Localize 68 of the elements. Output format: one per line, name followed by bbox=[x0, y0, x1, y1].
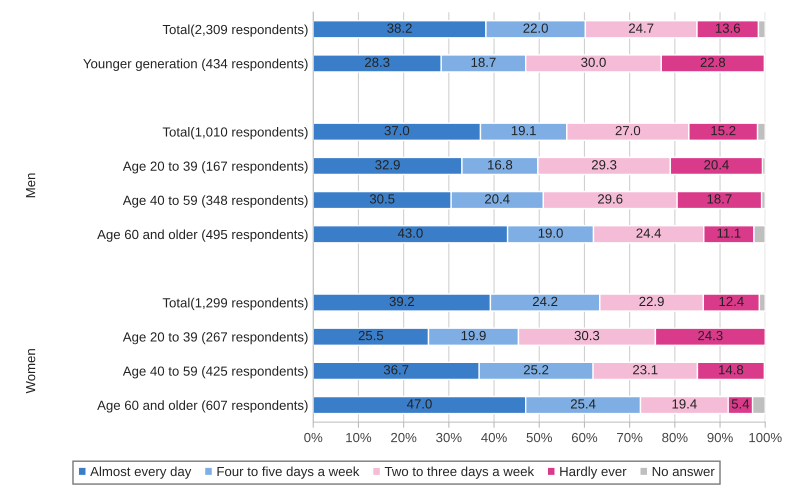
legend-label: No answer bbox=[652, 466, 715, 476]
data-label: 24.7 bbox=[628, 23, 654, 33]
data-label: 12.4 bbox=[720, 296, 744, 306]
x-tick-label: 20% bbox=[391, 432, 416, 442]
data-label: 18.7 bbox=[472, 58, 496, 67]
data-label: 36.7 bbox=[384, 365, 408, 374]
legend-label: Four to five days a week bbox=[217, 466, 360, 479]
x-tick-label: 40% bbox=[481, 432, 507, 442]
x-tick-label: 100% bbox=[749, 432, 782, 442]
x-tick-label: 30% bbox=[436, 432, 462, 442]
data-label: 29.6 bbox=[598, 194, 622, 204]
x-tick-label: 0% bbox=[304, 432, 322, 442]
data-label: 25.4 bbox=[570, 399, 596, 409]
x-tick-label: 90% bbox=[707, 432, 733, 442]
x-tick-label: 50% bbox=[526, 432, 552, 442]
data-label: 29.3 bbox=[592, 160, 616, 170]
data-label: 20.4 bbox=[485, 194, 510, 204]
text: Men bbox=[26, 173, 36, 198]
data-label: 22.8 bbox=[700, 58, 726, 67]
data-label: 14.8 bbox=[719, 365, 744, 374]
data-label: 27.0 bbox=[616, 126, 640, 136]
legend-label: Two to three days a week bbox=[384, 466, 534, 479]
y-tick-label: Age 60 and older (495 respondents) bbox=[97, 229, 308, 242]
data-label: 16.8 bbox=[488, 160, 512, 170]
data-label: 22.9 bbox=[639, 296, 664, 306]
x-tick-label: 70% bbox=[617, 432, 642, 442]
data-label: 18.7 bbox=[708, 194, 732, 204]
data-label: 11.1 bbox=[718, 228, 741, 238]
y-tick-label: Age 20 to 39 (167 respondents) bbox=[122, 161, 308, 174]
data-label: 43.0 bbox=[398, 228, 423, 238]
data-label: 37.0 bbox=[384, 126, 410, 136]
y-tick-label: Younger generation (434 respondents) bbox=[83, 58, 308, 71]
legend-label: Hardly ever bbox=[560, 466, 626, 479]
x-tick-label: 60% bbox=[572, 432, 598, 442]
data-label: 30.5 bbox=[370, 194, 394, 204]
data-label: 23.1 bbox=[633, 365, 658, 374]
text: Women bbox=[26, 349, 36, 394]
legend-label: Almost every day bbox=[90, 466, 192, 479]
data-label: 20.4 bbox=[704, 160, 729, 170]
data-label: 24.3 bbox=[698, 330, 723, 340]
data-label: 19.0 bbox=[538, 228, 563, 238]
data-label: 15.2 bbox=[711, 126, 736, 136]
y-tick-label: Total(2,309 respondents) bbox=[162, 24, 308, 37]
data-label: 32.9 bbox=[375, 160, 400, 170]
data-label: 30.0 bbox=[581, 58, 606, 67]
y-tick-label: Age 40 to 59 (348 respondents) bbox=[122, 195, 308, 208]
data-label: 24.4 bbox=[636, 228, 662, 238]
data-label: 30.3 bbox=[574, 330, 600, 340]
x-tick-label: 80% bbox=[662, 432, 688, 442]
data-label: 25.2 bbox=[524, 365, 548, 374]
y-tick-label: Age 60 and older (607 respondents) bbox=[97, 400, 308, 413]
data-label: 19.1 bbox=[512, 126, 536, 136]
data-label: 25.5 bbox=[358, 330, 384, 340]
data-label: 39.2 bbox=[389, 296, 414, 306]
y-tick-label: Age 20 to 39 (267 respondents) bbox=[122, 332, 308, 344]
data-label: 5.4 bbox=[732, 399, 750, 409]
data-label: 28.3 bbox=[365, 58, 390, 67]
y-tick-label: Age 40 to 59 (425 respondents) bbox=[122, 366, 308, 378]
y-tick-label: Total(1,299 respondents) bbox=[162, 298, 308, 310]
x-tick-label: 10% bbox=[346, 432, 372, 442]
data-label: 13.6 bbox=[716, 23, 740, 33]
data-label: 19.9 bbox=[462, 330, 486, 340]
y-tick-label: Total(1,010 respondents) bbox=[162, 126, 308, 140]
data-label: 22.0 bbox=[523, 23, 548, 33]
data-label: 47.0 bbox=[406, 399, 432, 409]
data-label: 38.2 bbox=[387, 23, 412, 33]
data-label: 24.2 bbox=[532, 296, 558, 306]
data-label: 19.4 bbox=[672, 399, 697, 409]
